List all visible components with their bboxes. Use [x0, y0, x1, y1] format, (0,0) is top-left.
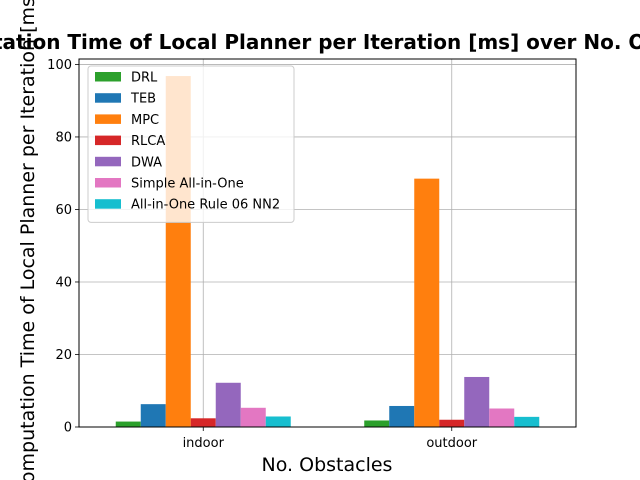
chart-title: Computation Time of Local Planner per It…: [0, 30, 640, 54]
legend-label: MPC: [131, 113, 159, 128]
legend-swatch: [95, 114, 121, 124]
legend-label: DRL: [131, 71, 158, 86]
bar-all-in-one-rule-06-nn2-indoor: [265, 416, 291, 427]
legend-label: RLCA: [131, 134, 165, 149]
bar-simple-all-in-one-indoor: [240, 407, 266, 427]
bar-rlca-indoor: [190, 418, 216, 427]
bar-rlca-outdoor: [439, 419, 465, 427]
y-tick-label: 20: [55, 348, 72, 363]
y-tick-label: 0: [64, 421, 72, 436]
y-tick-label: 60: [55, 203, 72, 218]
legend-label: Simple All-in-One: [131, 177, 244, 192]
bar-teb-outdoor: [389, 405, 415, 427]
legend-swatch: [95, 135, 121, 146]
legend-label: All-in-One Rule 06 NN2: [131, 198, 280, 213]
legend-swatch: [95, 178, 121, 188]
bar-mpc-outdoor: [414, 178, 440, 427]
legend-label: DWA: [131, 155, 162, 170]
legend-swatch: [95, 156, 121, 167]
legend-swatch: [95, 199, 121, 209]
bar-all-in-one-rule-06-nn2-outdoor: [514, 416, 540, 427]
legend-swatch: [95, 93, 121, 103]
x-tick-label: indoor: [183, 436, 225, 451]
bar-dwa-indoor: [215, 382, 241, 427]
legend-box: [87, 65, 295, 223]
x-axis-label: No. Obstacles: [262, 454, 393, 476]
bar-drl-outdoor: [364, 420, 390, 427]
bar-teb-indoor: [140, 404, 166, 427]
bar-drl-indoor: [115, 421, 141, 427]
bar-dwa-outdoor: [464, 376, 490, 427]
bars: [115, 76, 540, 427]
legend-label: TEB: [130, 92, 156, 107]
x-tick-label: outdoor: [426, 436, 477, 451]
bar-simple-all-in-one-outdoor: [489, 408, 515, 427]
y-axis-label: Computation Time of Local Planner per It…: [17, 0, 39, 480]
y-tick-label: 100: [47, 58, 72, 73]
axis-ticks: 0 20 40 60 80 100 indoor outdoor: [47, 58, 478, 451]
plot-frame: [78, 58, 577, 428]
legend-swatch: [95, 72, 121, 82]
legend: DRL TEB MPC RLCA DWA Simple All-in-One All-in-…: [87, 65, 295, 223]
y-tick-label: 80: [55, 130, 72, 145]
y-tick-label: 40: [55, 275, 72, 290]
